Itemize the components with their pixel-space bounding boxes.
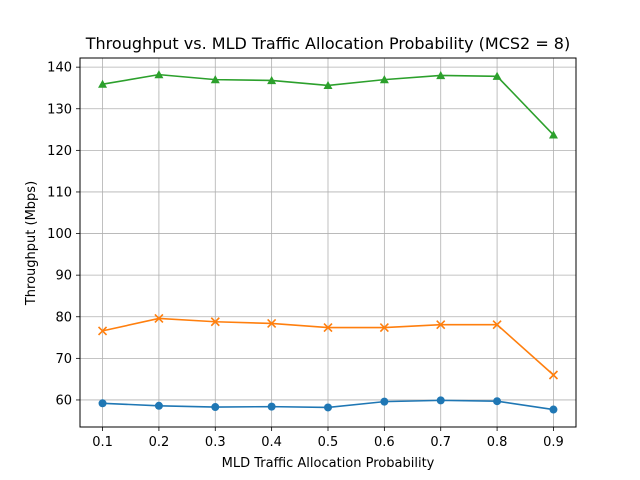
chart-title: Throughput vs. MLD Traffic Allocation Pr… [85, 34, 570, 53]
x-tick-label: 0.7 [430, 435, 451, 450]
data-point [324, 403, 332, 412]
x-tick-label: 0.2 [149, 435, 170, 450]
x-tick-label: 0.5 [318, 435, 339, 450]
data-point [548, 130, 558, 139]
data-point [493, 397, 502, 406]
series-3 [98, 70, 558, 139]
data-point [210, 317, 220, 327]
data-point [436, 320, 446, 330]
y-axis-label: Throughput (Mbps) [24, 181, 39, 306]
axis-ticks: 0.1 0.2 0.3 0.4 0.5 0.6 0.7 0.8 0.9 60 70 80 90 100 11… [47, 61, 564, 450]
data-point [548, 370, 559, 380]
data-point [492, 320, 502, 330]
x-tick-label: 0.8 [487, 435, 508, 450]
y-tick-label: 120 [47, 144, 72, 159]
y-tick-label: 90 [55, 269, 72, 284]
x-tick-label: 0.3 [205, 435, 226, 450]
data-point [154, 70, 164, 79]
data-point [267, 318, 277, 328]
y-tick-label: 110 [47, 185, 72, 200]
series-group [97, 70, 559, 414]
data-point [380, 397, 389, 406]
series-2 [97, 313, 559, 380]
data-point [267, 402, 276, 411]
data-point [97, 326, 108, 336]
y-tick-label: 80 [55, 310, 72, 325]
data-point [154, 401, 163, 410]
x-tick-label: 0.9 [543, 435, 564, 450]
data-point [436, 70, 446, 80]
data-point [323, 323, 333, 333]
data-point [323, 80, 333, 90]
y-tick-label: 60 [55, 393, 72, 408]
data-point [267, 75, 277, 85]
data-point [98, 399, 107, 408]
data-point [210, 75, 220, 84]
data-point [211, 403, 220, 412]
y-tick-label: 140 [47, 61, 72, 76]
data-point [492, 71, 502, 80]
data-point [98, 79, 108, 88]
data-point [436, 396, 445, 405]
data-point [379, 323, 389, 333]
x-axis-label: MLD Traffic Allocation Probability [222, 456, 435, 471]
data-point [379, 75, 389, 84]
series-1 [98, 396, 558, 414]
data-point [549, 405, 558, 414]
x-tick-label: 0.4 [261, 435, 282, 450]
x-tick-label: 0.1 [92, 435, 113, 450]
x-tick-label: 0.6 [374, 435, 395, 450]
data-point [154, 313, 164, 323]
y-tick-label: 100 [47, 227, 72, 242]
y-tick-label: 130 [47, 102, 72, 117]
y-tick-label: 70 [55, 352, 72, 367]
